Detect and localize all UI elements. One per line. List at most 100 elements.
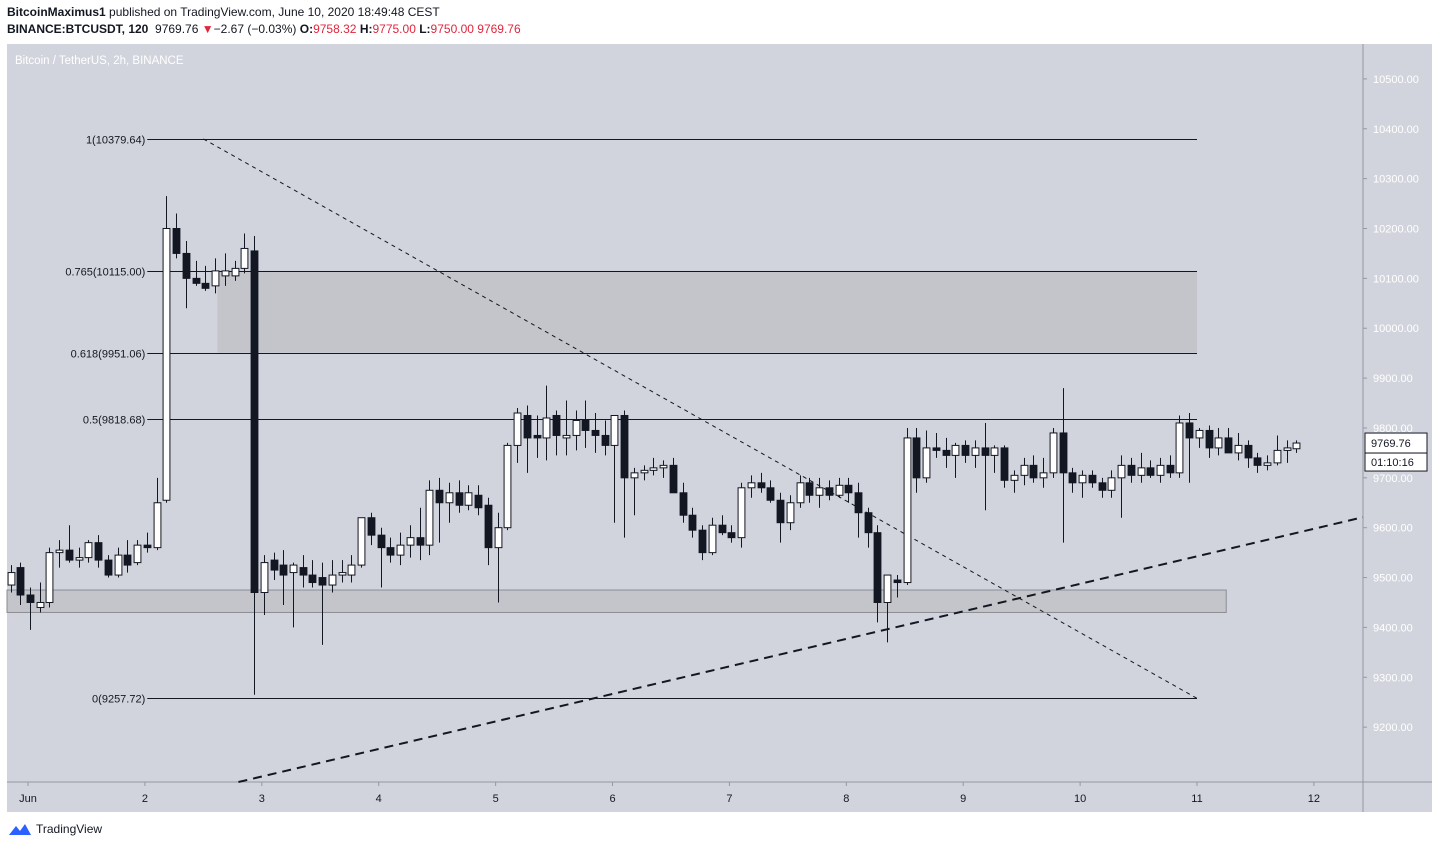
candle-down: [455, 492, 464, 506]
tradingview-footer[interactable]: TradingView: [8, 822, 102, 836]
candle-down: [308, 574, 317, 584]
candle-down: [825, 487, 834, 496]
candle-up: [425, 489, 434, 546]
time-tick-label: 10: [1074, 793, 1086, 805]
price-axis[interactable]: [1363, 44, 1432, 782]
candle-down: [864, 512, 873, 534]
candle-up: [1263, 462, 1272, 466]
candle-up: [406, 537, 415, 546]
price-tick-label: 9400.00: [1373, 622, 1413, 634]
price-tick-label: 10400.00: [1373, 124, 1419, 136]
close-value: 9769.76: [477, 22, 521, 36]
candle-up: [260, 562, 269, 594]
time-axis[interactable]: [7, 782, 1432, 812]
candle-down: [172, 228, 181, 254]
candle-up: [630, 472, 639, 479]
candle-down: [688, 514, 697, 531]
low-value: 9750.00: [430, 22, 474, 36]
candle-down: [552, 414, 561, 436]
candle-down: [201, 282, 210, 289]
candle-up: [796, 482, 805, 504]
time-tick-label: Jun: [19, 793, 37, 805]
candle-down: [377, 534, 386, 549]
price-tick-label: 9500.00: [1373, 573, 1413, 585]
price-ticks: 10500.00 10400.00 10300.00 10200.00 10100.00…: [1363, 74, 1419, 734]
zones: [6, 270, 1227, 613]
support-zone: [6, 589, 1227, 613]
candle-up: [835, 484, 844, 496]
candle-down: [1224, 437, 1233, 454]
fib-retracement[interactable]: [147, 139, 1198, 699]
candle-up: [328, 574, 337, 586]
candle-up: [464, 492, 473, 506]
candle-down: [533, 434, 542, 439]
candle-down: [601, 434, 610, 446]
candle-down: [523, 414, 532, 439]
candle-up: [1234, 444, 1243, 454]
time-tick-label: 2: [142, 793, 148, 805]
candle-down: [279, 564, 288, 576]
fib-level-label: 0.765(10115.00): [65, 267, 145, 279]
price-tick-label: 9800.00: [1373, 423, 1413, 435]
trendlines[interactable]: [203, 138, 1364, 783]
candle-up: [240, 247, 249, 269]
price-tick-label: 9700.00: [1373, 473, 1413, 485]
countdown-label: 01:10:16: [1371, 457, 1414, 469]
candle-up: [7, 572, 16, 586]
candle-down: [766, 487, 775, 501]
price-tick-label: 10500.00: [1373, 74, 1419, 86]
candle-up: [494, 527, 503, 549]
candle-down: [873, 532, 882, 603]
price-tick-label: 9200.00: [1373, 722, 1413, 734]
candle-up: [338, 572, 347, 576]
candle-up: [659, 464, 668, 469]
candle-down: [718, 524, 727, 534]
time-tick-label: 11: [1191, 793, 1202, 805]
author-name[interactable]: BitcoinMaximus1: [7, 5, 106, 19]
candle-down: [981, 447, 990, 456]
candle-up: [347, 564, 356, 576]
candle-up: [45, 552, 54, 603]
candle-down: [1244, 444, 1253, 459]
candle-up: [513, 412, 522, 446]
candle-down: [679, 492, 688, 516]
candle-down: [416, 537, 425, 546]
candle-down: [123, 554, 132, 566]
current-price-label: 9769.76: [1371, 438, 1411, 450]
high-label: H:: [359, 22, 373, 36]
candle-down: [435, 489, 444, 504]
candle-up: [1049, 432, 1058, 474]
countdown-tag: [1364, 452, 1428, 472]
time-tick-label: 4: [376, 793, 382, 805]
price-tick-label: 10000.00: [1373, 323, 1419, 335]
candle-down: [250, 250, 259, 594]
candle-down: [1166, 464, 1175, 474]
candle-down: [318, 577, 327, 586]
candle-down: [299, 567, 308, 576]
candle-up: [1117, 464, 1126, 479]
candle-up: [133, 544, 142, 564]
fib-labels: 1(10379.64) 0.765(10115.00) 0.618(9951.06)…: [65, 135, 145, 706]
candle-up: [542, 417, 551, 439]
price-tick-label: 10200.00: [1373, 224, 1419, 236]
candle-up: [971, 447, 980, 456]
fib-level-label: 1(10379.64): [86, 135, 145, 147]
candle-down: [1098, 482, 1107, 491]
candle-down: [854, 492, 863, 514]
resistance-zone: [217, 270, 1198, 353]
fib-level-label: 0.618(9951.06): [71, 349, 146, 361]
candle-up: [747, 482, 756, 489]
candle-down: [192, 277, 201, 284]
candle-up: [1175, 422, 1184, 474]
candle-up: [221, 270, 230, 277]
candle-up: [1292, 442, 1301, 450]
time-tick-label: 7: [726, 793, 732, 805]
candle-up: [211, 270, 220, 287]
candle-up: [1273, 449, 1282, 464]
plot-area[interactable]: [7, 44, 1363, 782]
candle-up: [1283, 447, 1292, 451]
candle-down: [1088, 474, 1097, 484]
change-arrow-icon: ▼: [201, 22, 214, 36]
candle-up: [708, 524, 717, 554]
